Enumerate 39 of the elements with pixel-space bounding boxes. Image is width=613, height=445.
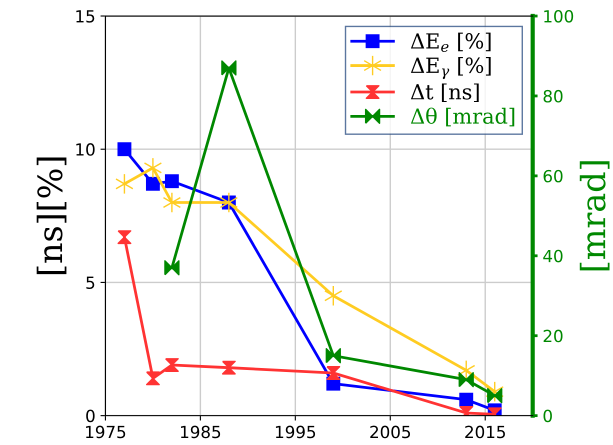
point: [326, 366, 340, 380]
y2-tick-label: 60: [544, 170, 563, 182]
x-tick-label: 2005: [370, 426, 410, 438]
x-tick-label: 1985: [181, 426, 220, 438]
x-tick-label: 1995: [276, 426, 316, 438]
x-tick-label: 2015: [465, 426, 505, 438]
point: [146, 371, 160, 386]
point: [222, 360, 236, 375]
y2-tick-label: 20: [544, 330, 563, 342]
point: [115, 173, 134, 194]
legend-label: ΔE$_{e}$ [%]: [410, 32, 491, 52]
point: [117, 230, 132, 244]
y2-tick-label: 80: [544, 90, 563, 103]
point: [221, 60, 237, 76]
y-tick-label: 5: [86, 276, 94, 289]
point: [324, 285, 342, 306]
point: [326, 348, 341, 364]
point: [164, 358, 179, 372]
legend-label: Δt [ns]: [410, 83, 479, 102]
point: [458, 372, 474, 388]
legend-label: ΔE$_{γ}$ [%]: [410, 57, 491, 80]
y2-axis-title: [mrad]: [580, 161, 610, 270]
point: [117, 142, 132, 156]
y2-tick-label: 100: [544, 10, 574, 23]
y-tick-label: 10: [76, 143, 95, 156]
y-tick-label: 15: [76, 10, 94, 23]
point: [459, 392, 474, 407]
point: [146, 176, 160, 191]
point: [164, 174, 179, 188]
y-tick-label: 0: [86, 410, 95, 422]
point: [164, 260, 180, 276]
legend-label: Δθ [mrad]: [410, 108, 514, 126]
point: [162, 192, 182, 213]
point: [144, 157, 162, 178]
x-tick-label: 1975: [86, 426, 126, 438]
y2-tick-label: 0: [544, 410, 552, 422]
y-axis-title: [ns][%]: [36, 158, 66, 274]
point: [220, 192, 238, 213]
y2-tick-label: 40: [543, 250, 563, 262]
